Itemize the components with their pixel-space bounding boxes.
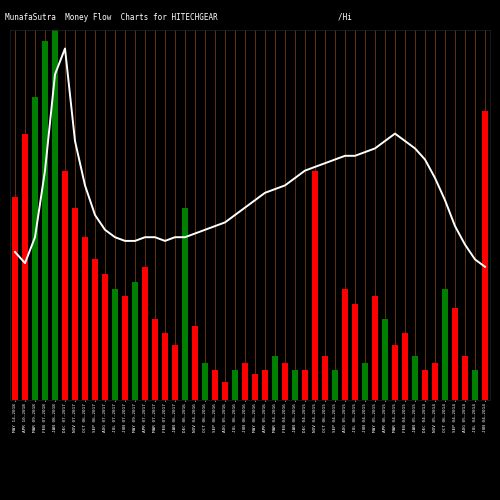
Bar <box>192 326 198 400</box>
Bar <box>242 363 248 400</box>
Bar <box>252 374 258 400</box>
Bar <box>282 363 288 400</box>
Bar <box>22 134 28 400</box>
Bar <box>62 170 68 400</box>
Bar <box>152 318 158 400</box>
Bar <box>442 289 448 400</box>
Bar <box>452 308 458 400</box>
Bar <box>292 370 298 400</box>
Bar <box>142 267 148 400</box>
Bar <box>482 112 488 400</box>
Bar <box>212 370 218 400</box>
Bar <box>422 370 428 400</box>
Bar <box>402 334 408 400</box>
Bar <box>12 196 18 400</box>
Bar <box>342 289 348 400</box>
Bar <box>332 370 338 400</box>
Bar <box>172 344 178 400</box>
Bar <box>132 282 138 400</box>
Bar <box>32 96 38 400</box>
Bar <box>352 304 358 400</box>
Bar <box>72 208 78 400</box>
Bar <box>42 41 48 400</box>
Bar <box>182 208 188 400</box>
Bar <box>312 170 318 400</box>
Bar <box>412 356 418 400</box>
Bar <box>322 356 328 400</box>
Bar <box>272 356 278 400</box>
Bar <box>392 344 398 400</box>
Bar <box>122 296 128 400</box>
Bar <box>112 289 118 400</box>
Bar <box>262 370 268 400</box>
Bar <box>372 296 378 400</box>
Bar <box>82 237 88 400</box>
Text: MunafaSutra  Money Flow  Charts for HITECHGEAR                          /Hi     : MunafaSutra Money Flow Charts for HITECH… <box>5 12 500 22</box>
Bar <box>362 363 368 400</box>
Bar <box>232 370 238 400</box>
Bar <box>462 356 468 400</box>
Bar <box>432 363 438 400</box>
Bar <box>162 334 168 400</box>
Bar <box>222 382 228 400</box>
Bar <box>302 370 308 400</box>
Bar <box>472 370 478 400</box>
Bar <box>92 260 98 400</box>
Bar <box>382 318 388 400</box>
Bar <box>52 30 58 400</box>
Bar <box>202 363 208 400</box>
Bar <box>102 274 108 400</box>
